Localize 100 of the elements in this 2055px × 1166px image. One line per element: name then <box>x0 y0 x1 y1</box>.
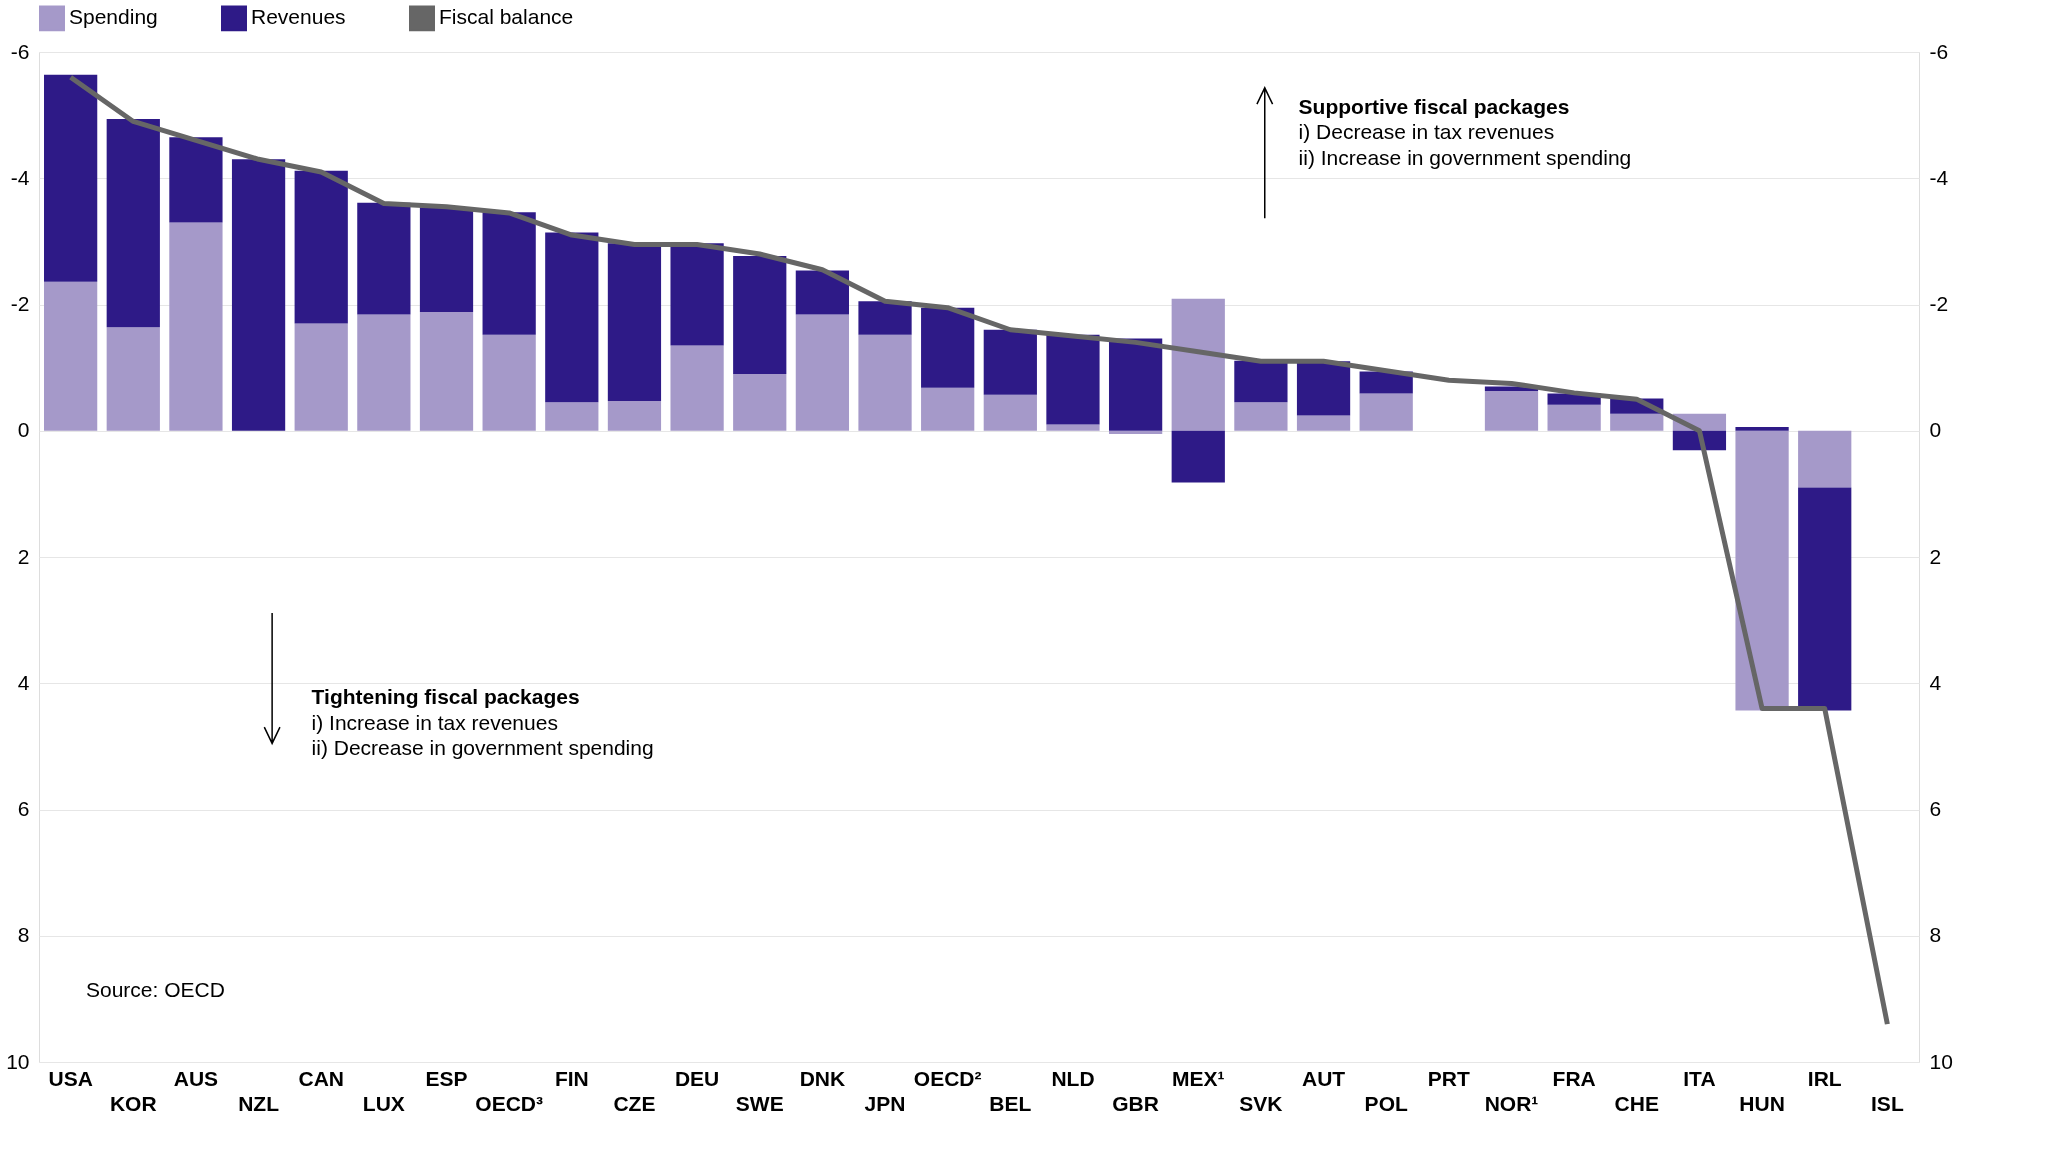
x-tick-label: CHE <box>1614 1091 1659 1115</box>
bar <box>294 170 348 324</box>
y2-tick-label: 6 <box>1929 797 1942 820</box>
x-tick-label: AUT <box>1301 1066 1346 1090</box>
y2-tick-label: 8 <box>1929 923 1942 947</box>
bar <box>983 329 1037 395</box>
y2-tick-label: 0 <box>1929 418 1942 442</box>
x-tick-label: JPN <box>864 1091 906 1115</box>
bar <box>1234 402 1288 431</box>
bar <box>357 314 411 431</box>
y-tick-label: 2 <box>17 544 30 568</box>
x-tick-label: POL <box>1364 1091 1408 1115</box>
x-tick-label: NLD <box>1051 1066 1095 1090</box>
bar <box>44 74 98 282</box>
annotation: i) Decrease in tax revenues <box>1298 119 1555 143</box>
bar <box>1171 298 1225 431</box>
bar <box>795 270 850 315</box>
x-tick-label: USA <box>48 1066 93 1090</box>
bar <box>169 137 223 223</box>
bar <box>733 373 787 431</box>
bar <box>1234 360 1288 403</box>
bar <box>795 314 850 431</box>
bar <box>670 345 724 431</box>
bar <box>1735 430 1789 711</box>
bar <box>482 334 536 431</box>
bar <box>1046 424 1100 431</box>
bar <box>1484 390 1539 431</box>
bar <box>44 281 98 431</box>
x-tick-label: IRL <box>1807 1066 1842 1090</box>
x-tick-label: FIN <box>554 1066 589 1090</box>
bar <box>545 402 599 431</box>
x-tick-label: CZE <box>613 1091 656 1115</box>
x-tick-label: SVK <box>1239 1091 1283 1115</box>
x-tick-label: NOR¹ <box>1484 1091 1539 1115</box>
bar <box>1798 487 1852 711</box>
y2-tick-label: 2 <box>1929 544 1942 568</box>
bar <box>482 212 536 335</box>
x-tick-label: AUS <box>173 1066 219 1090</box>
bar <box>294 323 348 431</box>
y-tick-label: 4 <box>17 670 30 694</box>
bar <box>231 159 286 431</box>
x-tick-label: MEX¹ <box>1172 1066 1225 1090</box>
x-tick-label: LUX <box>362 1091 405 1115</box>
bar <box>1735 426 1789 431</box>
x-tick-label: DNK <box>799 1066 846 1090</box>
annotation: ii) Decrease in government spending <box>311 735 654 759</box>
y2-tick-label: -6 <box>1929 39 1949 63</box>
x-tick-label: DEU <box>674 1066 720 1090</box>
x-tick-label: OECD³ <box>475 1091 543 1115</box>
bar <box>607 243 662 402</box>
y2-tick-label: -2 <box>1929 292 1949 315</box>
y-tick-label: -2 <box>10 292 30 315</box>
annotation: Tightening fiscal packages <box>311 685 580 709</box>
legend-label: Fiscal balance <box>439 5 574 29</box>
bar <box>1108 338 1163 431</box>
bar <box>419 312 474 431</box>
y2-tick-label: -4 <box>1929 165 1949 189</box>
x-tick-label: FRA <box>1552 1066 1596 1090</box>
x-tick-label: KOR <box>109 1091 157 1115</box>
bar <box>921 307 975 388</box>
bar <box>545 232 599 403</box>
bar <box>733 255 787 374</box>
bar <box>1046 334 1100 425</box>
x-tick-label: OECD² <box>913 1066 982 1090</box>
y-tick-label: 0 <box>17 418 30 442</box>
x-tick-label: ITA <box>1683 1066 1716 1090</box>
bar <box>1296 361 1351 416</box>
annotation: Supportive fiscal packages <box>1298 94 1570 118</box>
annotation: ii) Increase in government spending <box>1298 146 1632 170</box>
legend-label: Spending <box>69 5 158 29</box>
bar <box>1798 430 1852 488</box>
y-tick-label: -6 <box>10 39 30 63</box>
bar <box>858 301 912 335</box>
bar <box>1296 415 1351 431</box>
bar <box>106 118 160 328</box>
bar <box>607 401 662 431</box>
x-tick-label: GBR <box>1112 1091 1159 1115</box>
bar <box>670 243 724 346</box>
bar <box>357 202 411 315</box>
bar <box>1171 430 1225 483</box>
annotation: i) Increase in tax revenues <box>311 710 558 734</box>
y-tick-label: 6 <box>17 797 30 820</box>
bar <box>858 334 912 431</box>
bar <box>1108 430 1163 434</box>
y-tick-label: -4 <box>10 165 30 189</box>
bar <box>106 327 160 431</box>
y2-tick-label: 10 <box>1929 1049 1953 1073</box>
x-tick-label: PRT <box>1427 1066 1471 1090</box>
y2-tick-label: 4 <box>1929 670 1942 694</box>
x-tick-label: BEL <box>989 1091 1032 1115</box>
bar <box>983 394 1037 431</box>
legend-label: Revenues <box>251 5 346 29</box>
x-tick-label: CAN <box>298 1066 344 1090</box>
x-tick-label: ISL <box>1871 1091 1904 1115</box>
x-tick-label: ESP <box>425 1066 468 1090</box>
x-tick-label: HUN <box>1739 1091 1785 1115</box>
annotation: Source: OECD <box>86 978 225 1002</box>
bar <box>1610 413 1664 431</box>
bar <box>419 207 474 313</box>
bar <box>169 222 223 431</box>
